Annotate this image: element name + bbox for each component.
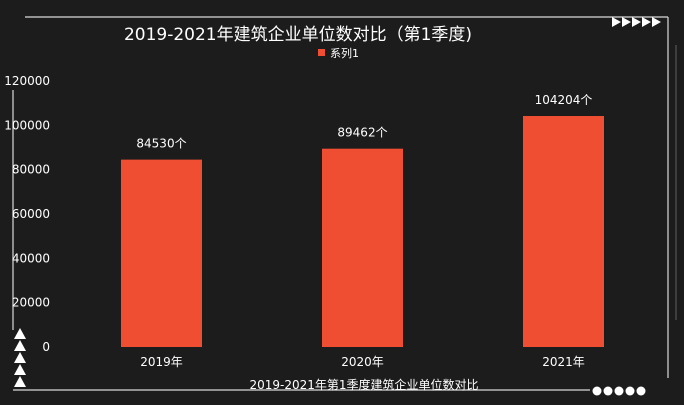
right-arrows-icon [612, 17, 661, 27]
x-tick-label: 2021年 [542, 355, 585, 369]
data-label: 104204个 [535, 93, 593, 107]
x-tick-label: 2019年 [140, 355, 183, 369]
bar [523, 116, 604, 347]
y-tick-label: 100000 [4, 118, 50, 132]
bar [121, 159, 202, 347]
frame-decoration [12, 16, 677, 391]
chart-title: 2019-2021年建筑企业单位数对比（第1季度) [124, 25, 472, 45]
y-tick-label: 60000 [12, 207, 50, 221]
y-tick-label: 120000 [4, 74, 50, 88]
y-tick-label: 80000 [12, 163, 50, 177]
x-axis-labels: 2019年 2020年 2021年 [140, 355, 585, 369]
data-label: 89462个 [337, 126, 387, 140]
dots-icon [592, 386, 646, 396]
bars [121, 116, 604, 347]
y-tick-label: 20000 [12, 296, 50, 310]
up-arrows-icon [14, 328, 26, 387]
legend: 系列1 [318, 46, 359, 60]
y-axis-ticks: 0 20000 40000 60000 80000 100000 120000 [4, 74, 50, 354]
legend-swatch [318, 49, 325, 56]
x-tick-label: 2020年 [341, 355, 384, 369]
y-tick-label: 40000 [12, 251, 50, 265]
data-labels: 84530个 89462个 104204个 [136, 93, 592, 151]
data-label: 84530个 [136, 137, 186, 151]
x-axis-title: 2019-2021年第1季度建筑企业单位数对比 [249, 377, 478, 392]
legend-label: 系列1 [330, 46, 359, 60]
bar [322, 148, 403, 347]
y-tick-label: 0 [42, 340, 50, 354]
